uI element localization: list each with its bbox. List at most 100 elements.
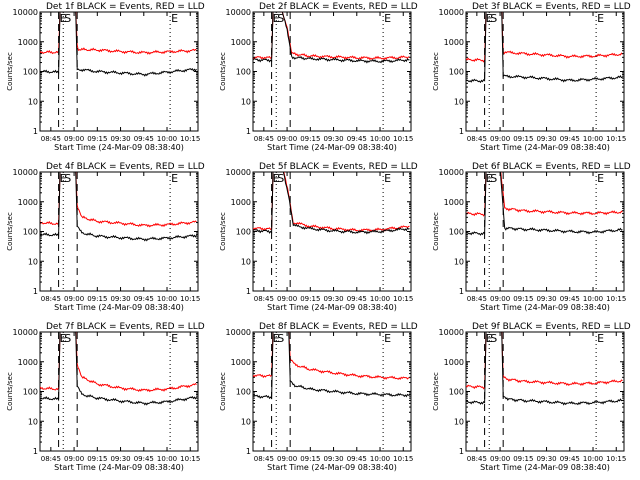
marker-label: E (60, 332, 67, 345)
x-tick-label: 09:45 (560, 295, 580, 303)
x-tick-label: 10:00 (370, 455, 390, 463)
marker-label: E (384, 12, 391, 25)
x-tick-label: 09:00 (490, 455, 510, 463)
x-tick-label: 09:00 (64, 455, 84, 463)
x-tick-label: 08:45 (467, 295, 487, 303)
y-tick-label: 1 (246, 127, 251, 136)
y-axis-label: Counts/sec (432, 52, 440, 91)
x-axis-label: Start Time (24-Mar-09 08:38:40) (54, 463, 184, 472)
y-axis-label: Counts/sec (432, 212, 440, 251)
y-tick-label: 10000 (226, 168, 251, 177)
x-tick-label: 08:45 (41, 455, 61, 463)
y-tick-label: 1 (33, 127, 38, 136)
y-axis-label: Counts/sec (219, 52, 227, 91)
y-tick-label: 10 (28, 417, 38, 426)
marker-label: S (490, 172, 497, 185)
x-tick-label: 09:45 (560, 135, 580, 143)
lld-series-line (253, 332, 410, 380)
plot-frame (465, 331, 625, 452)
marker-label: E (486, 12, 493, 25)
x-tick-label: 08:45 (254, 135, 274, 143)
x-tick-label: 09:45 (560, 455, 580, 463)
y-tick-label: 10000 (439, 8, 464, 17)
y-tick-label: 100 (23, 228, 38, 237)
y-tick-label: 10 (454, 97, 464, 106)
x-tick-label: 10:15 (606, 455, 626, 463)
x-tick-label: 10:00 (370, 135, 390, 143)
y-tick-label: 100 (449, 388, 464, 397)
x-tick-label: 09:30 (536, 295, 556, 303)
y-tick-label: 1000 (444, 358, 464, 367)
lld-series-line (40, 12, 197, 55)
x-axis-label: Start Time (24-Mar-09 08:38:40) (480, 143, 610, 152)
marker-label: E (60, 172, 67, 185)
events-series-line (253, 332, 410, 400)
plot-frame (39, 171, 199, 292)
y-tick-label: 10000 (226, 8, 251, 17)
x-tick-label: 09:45 (347, 135, 367, 143)
y-tick-label: 10 (454, 417, 464, 426)
events-series-line (253, 172, 410, 235)
events-series-line (253, 12, 410, 64)
marker-label: S (277, 332, 284, 345)
x-tick-label: 09:15 (300, 455, 320, 463)
y-tick-label: 100 (449, 68, 464, 77)
marker-label: E (273, 172, 280, 185)
x-tick-label: 10:15 (180, 295, 200, 303)
events-series-line (466, 172, 623, 236)
marker-label: E (171, 12, 178, 25)
x-axis-label: Start Time (24-Mar-09 08:38:40) (267, 303, 397, 312)
x-tick-label: 09:00 (64, 135, 84, 143)
x-tick-label: 10:00 (583, 135, 603, 143)
x-tick-label: 10:15 (606, 135, 626, 143)
marker-label: S (64, 172, 71, 185)
marker-label: E (384, 172, 391, 185)
y-tick-label: 100 (236, 228, 251, 237)
x-tick-label: 10:00 (583, 455, 603, 463)
y-tick-label: 10 (241, 257, 251, 266)
y-tick-label: 10 (28, 257, 38, 266)
events-series-line (40, 172, 197, 242)
x-tick-label: 09:00 (277, 135, 297, 143)
panel-title: Det 9f BLACK = Events, RED = LLD (472, 322, 631, 332)
panel-title: Det 6f BLACK = Events, RED = LLD (472, 162, 631, 172)
x-tick-label: 09:30 (110, 455, 130, 463)
y-tick-label: 10000 (439, 328, 464, 337)
x-tick-label: 09:30 (110, 135, 130, 143)
events-series-line (466, 332, 623, 406)
x-tick-label: 09:15 (513, 295, 533, 303)
y-tick-label: 10 (241, 97, 251, 106)
y-tick-label: 10000 (13, 328, 38, 337)
marker-label: E (171, 332, 178, 345)
y-tick-label: 1000 (18, 358, 38, 367)
x-tick-label: 10:00 (370, 295, 390, 303)
panel-title: Det 8f BLACK = Events, RED = LLD (259, 322, 418, 332)
y-tick-label: 10 (241, 417, 251, 426)
plot-frame (252, 11, 412, 132)
y-tick-label: 100 (23, 388, 38, 397)
x-tick-label: 09:15 (87, 295, 107, 303)
y-tick-label: 1 (459, 287, 464, 296)
y-tick-label: 1000 (18, 38, 38, 47)
x-tick-label: 09:45 (347, 455, 367, 463)
x-axis-label: Start Time (24-Mar-09 08:38:40) (480, 463, 610, 472)
y-tick-label: 100 (236, 388, 251, 397)
y-tick-label: 10000 (13, 168, 38, 177)
x-tick-label: 08:45 (467, 455, 487, 463)
x-tick-label: 10:15 (180, 135, 200, 143)
x-tick-label: 10:15 (393, 455, 413, 463)
y-tick-label: 1000 (231, 198, 251, 207)
panel-title: Det 1f BLACK = Events, RED = LLD (46, 2, 205, 12)
x-tick-label: 10:00 (583, 295, 603, 303)
panel-title: Det 2f BLACK = Events, RED = LLD (259, 2, 418, 12)
x-axis-label: Start Time (24-Mar-09 08:38:40) (54, 303, 184, 312)
y-tick-label: 10000 (439, 168, 464, 177)
marker-label: E (486, 332, 493, 345)
x-tick-label: 10:15 (180, 455, 200, 463)
